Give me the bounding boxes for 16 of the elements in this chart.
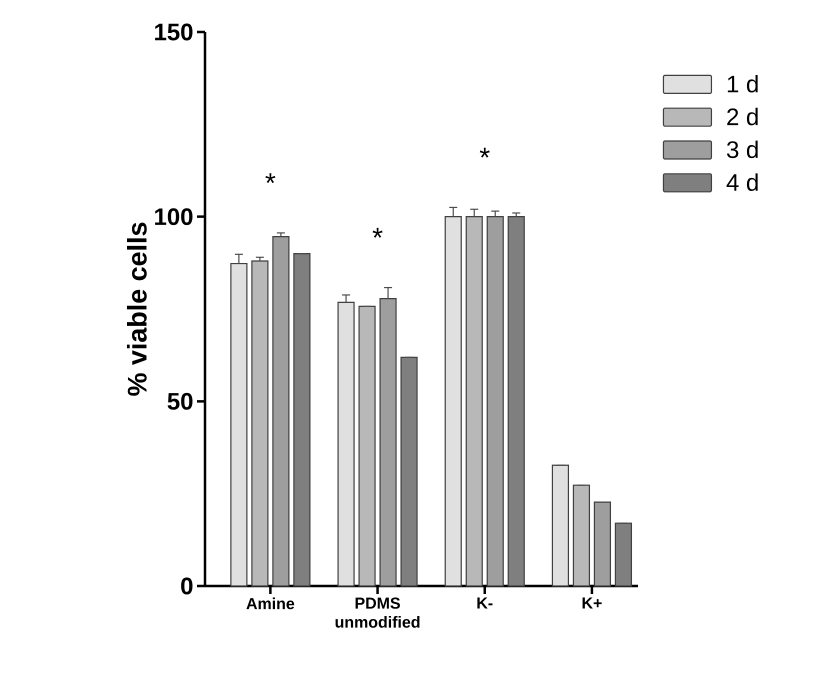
legend-label: 3 d	[726, 140, 758, 158]
y-tick-label: 50	[168, 392, 192, 410]
x-tick-label: Amine	[246, 598, 294, 610]
y-axis-title: % viable cells	[126, 222, 147, 396]
annotation: *	[480, 148, 490, 158]
y-tick-label: 100	[155, 208, 192, 226]
x-tick-label: K+	[582, 598, 602, 608]
legend-label: 1 d	[728, 74, 758, 93]
x-tick-label: K-	[477, 598, 493, 608]
annotation: *	[372, 228, 383, 238]
annotation: *	[265, 173, 276, 184]
y-tick-label: 0	[181, 578, 192, 594]
x-tick-label: PDMS unmodified	[336, 598, 420, 628]
legend-label: 2 d	[727, 108, 758, 126]
legend-label: 4 d	[726, 173, 758, 191]
y-tick-label: 150	[155, 24, 192, 40]
